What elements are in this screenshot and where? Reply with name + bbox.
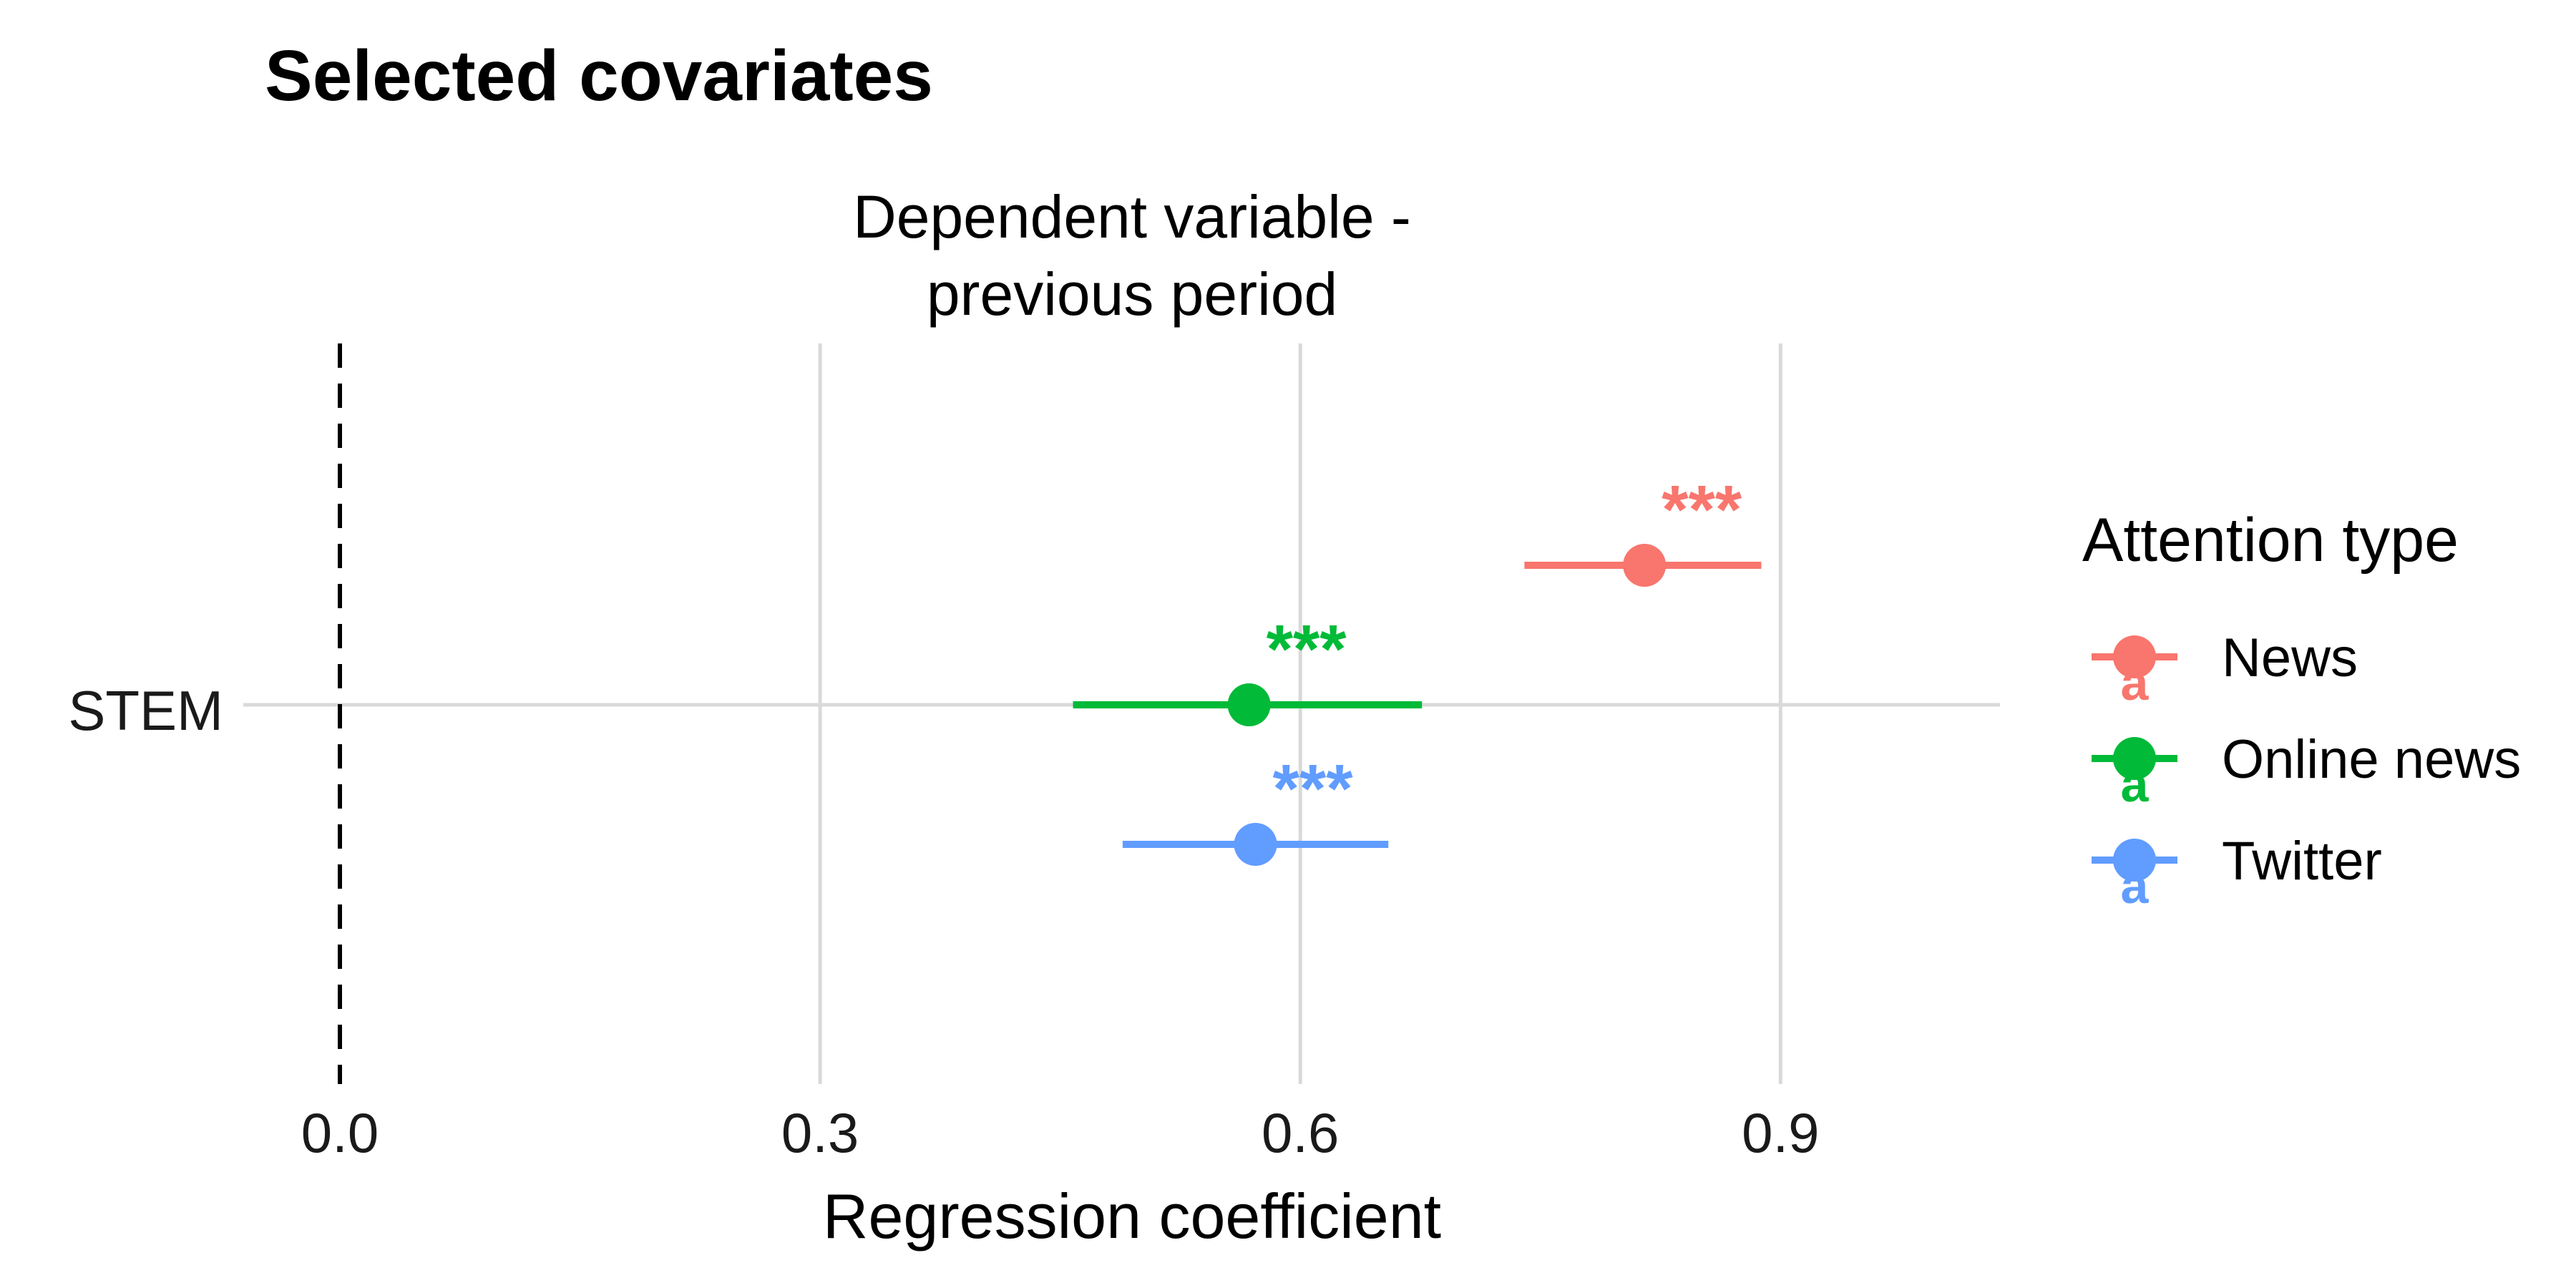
legend-entry-label: Twitter <box>2222 831 2382 892</box>
series-layer: *** *** *** <box>1073 472 1762 866</box>
x-tick-label: 0.3 <box>781 1101 859 1164</box>
chart-title: Selected covariates <box>265 36 933 116</box>
significance-label: *** <box>1273 751 1354 827</box>
x-axis: 0.0 0.3 0.6 0.9 <box>301 1101 1820 1164</box>
legend-key-point <box>2113 635 2156 678</box>
point-estimate <box>1227 683 1271 726</box>
grid-layer <box>243 343 2000 1084</box>
legend-title: Attention type <box>2082 506 2459 575</box>
x-tick-label: 0.6 <box>1262 1101 1339 1164</box>
legend-key-point <box>2113 839 2156 882</box>
significance-label: *** <box>1662 472 1742 548</box>
point-estimate <box>1234 823 1277 866</box>
facet-label-line-2: previous period <box>927 260 1337 328</box>
x-axis-label: Regression coefficient <box>823 1181 1441 1252</box>
legend-key-letter: a <box>2121 655 2150 711</box>
facet-label-line-1: Dependent variable - <box>853 183 1411 250</box>
legend-entry-label: Online news <box>2222 729 2521 790</box>
y-axis: STEM <box>68 679 223 742</box>
y-tick-label-stem: STEM <box>68 679 223 742</box>
legend: Attention type a News a Online news a Twitter <box>2082 506 2521 914</box>
point-estimate <box>1623 544 1667 587</box>
x-tick-label: 0.0 <box>301 1101 379 1164</box>
legend-keys: a News a Online news a Twitter <box>2092 628 2521 914</box>
legend-key-point <box>2113 737 2156 780</box>
legend-key-letter: a <box>2121 858 2150 914</box>
legend-key-letter: a <box>2121 756 2150 812</box>
legend-entry-label: News <box>2222 628 2358 688</box>
x-tick-label: 0.9 <box>1742 1101 1819 1164</box>
significance-label: *** <box>1267 611 1347 688</box>
